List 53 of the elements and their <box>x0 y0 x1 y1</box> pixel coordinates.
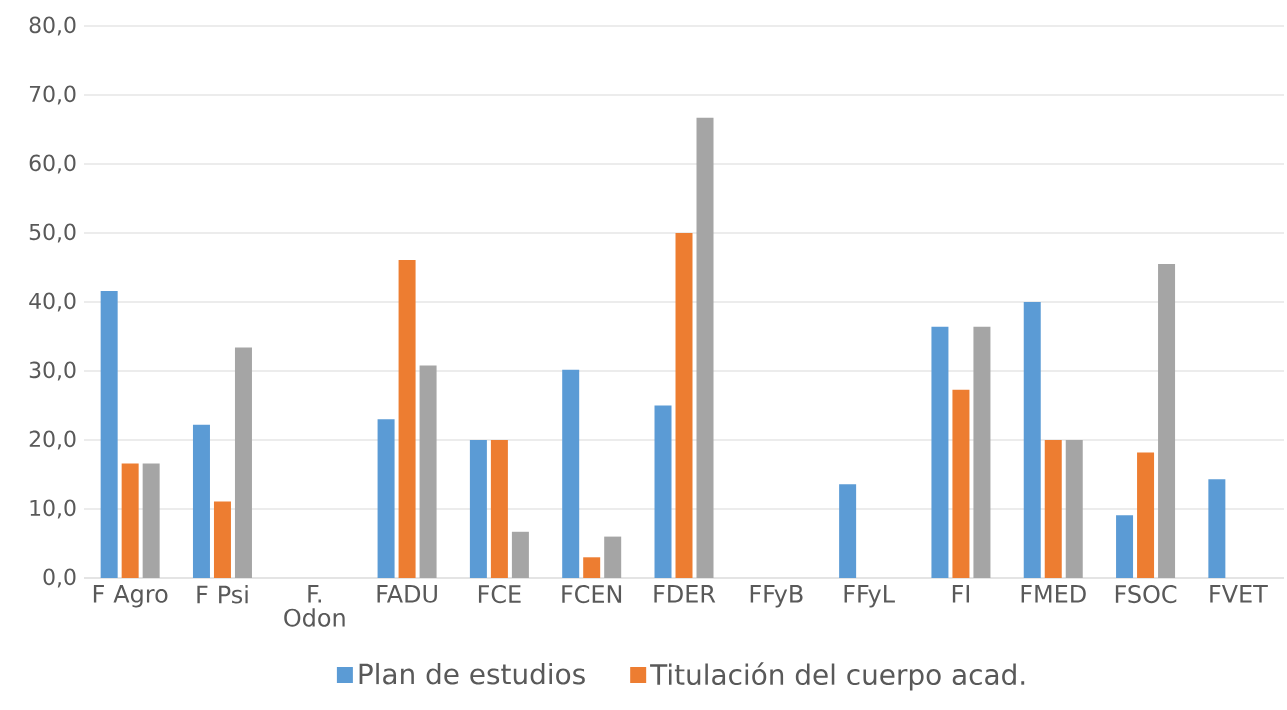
bar <box>675 233 693 578</box>
y-tick-label: 80,0 <box>29 16 76 36</box>
x-tick-label: FMED <box>1021 585 1086 603</box>
bar <box>192 424 210 578</box>
bar <box>121 463 139 578</box>
bar <box>696 117 714 578</box>
bar <box>377 419 395 578</box>
bar <box>1137 452 1155 578</box>
bar <box>1158 264 1176 578</box>
bar <box>1208 479 1226 578</box>
x-tick-label: FVET <box>1210 585 1268 603</box>
bar <box>419 365 437 578</box>
x-tick-label: FFyB <box>750 585 803 608</box>
bar <box>839 484 857 578</box>
y-tick-label: 30,0 <box>29 361 76 381</box>
x-tick-label: FCEN <box>562 585 622 604</box>
x-tick-label: FDER <box>654 585 716 603</box>
bar <box>562 369 580 578</box>
x-tick-label: FADU <box>377 585 437 603</box>
bar <box>398 259 416 578</box>
bar <box>654 405 672 578</box>
legend-label: Titulación del cuerpo acad. <box>650 662 1025 691</box>
y-tick-label: 50,0 <box>29 223 76 243</box>
y-tick-label: 0,0 <box>43 568 76 588</box>
bar <box>1023 302 1041 578</box>
bar <box>1044 440 1062 578</box>
y-tick-label: 20,0 <box>29 430 76 450</box>
bar <box>213 501 231 578</box>
x-tick-label: F Agro <box>93 585 168 608</box>
bar <box>952 389 970 578</box>
bar <box>583 557 601 578</box>
x-tick-label: F Psi <box>197 585 248 604</box>
bar <box>973 326 991 578</box>
bar <box>931 326 949 578</box>
y-tick-label: 70,0 <box>29 85 76 105</box>
bar <box>234 347 252 578</box>
y-tick-label: 40,0 <box>29 292 76 312</box>
bar <box>511 531 529 578</box>
bar <box>1065 440 1083 578</box>
x-tick-label: FFyL <box>844 585 895 608</box>
bar <box>142 463 160 578</box>
legend-label: Plan de estudios <box>359 662 585 685</box>
x-tick-label: FSOC <box>1115 585 1177 604</box>
bar <box>604 536 622 578</box>
x-tick-label: F. Odon <box>284 585 345 627</box>
bar <box>1116 515 1134 578</box>
bar <box>469 440 487 578</box>
y-tick-label: 60,0 <box>29 154 76 174</box>
x-tick-label: FI <box>952 585 969 603</box>
bar <box>100 290 118 578</box>
x-tick-label: FCE <box>478 585 521 604</box>
y-tick-label: 10,0 <box>30 499 76 519</box>
bar <box>490 440 508 578</box>
